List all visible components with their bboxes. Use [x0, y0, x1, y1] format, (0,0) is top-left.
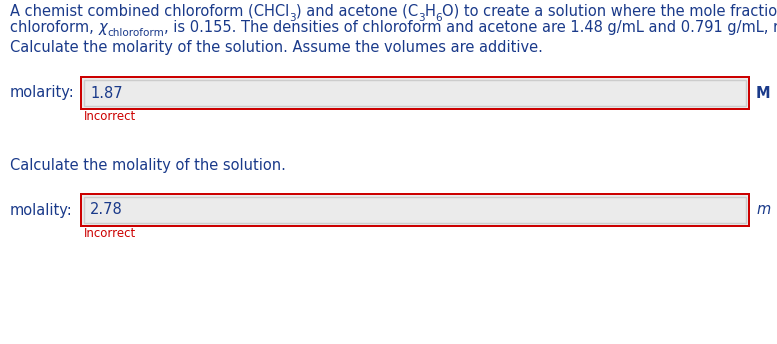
Bar [84, 197, 746, 223]
Text: H: H [424, 4, 435, 19]
Text: molarity:: molarity: [10, 86, 75, 100]
Bar [82, 78, 748, 108]
Text: Calculate the molarity of the solution. Assume the volumes are additive.: Calculate the molarity of the solution. … [10, 40, 543, 55]
Text: O) to create a solution where the mole fraction of: O) to create a solution where the mole f… [442, 4, 777, 19]
Text: 3: 3 [289, 13, 296, 23]
Text: 1.87: 1.87 [90, 86, 123, 100]
Text: M: M [756, 86, 771, 100]
Text: χ: χ [99, 20, 107, 35]
Text: ) and acetone (C: ) and acetone (C [296, 4, 418, 19]
Text: Calculate the molality of the solution.: Calculate the molality of the solution. [10, 158, 286, 173]
Text: chloroform: chloroform [107, 28, 164, 38]
Text: 3: 3 [418, 13, 424, 23]
Text: m: m [756, 203, 770, 217]
Text: Incorrect: Incorrect [84, 227, 136, 240]
Text: 6: 6 [435, 13, 442, 23]
Text: 2.78: 2.78 [90, 203, 123, 217]
Text: chloroform,: chloroform, [10, 20, 99, 35]
Bar [80, 193, 750, 227]
Bar [84, 80, 746, 106]
Bar [80, 76, 750, 110]
Text: A chemist combined chloroform (CHCl: A chemist combined chloroform (CHCl [10, 4, 289, 19]
Text: , is 0.155. The densities of chloroform and acetone are 1.48 g/mL and 0.791 g/mL: , is 0.155. The densities of chloroform … [164, 20, 777, 35]
Bar [82, 195, 748, 225]
Text: Incorrect: Incorrect [84, 110, 136, 123]
Text: molality:: molality: [10, 203, 73, 217]
